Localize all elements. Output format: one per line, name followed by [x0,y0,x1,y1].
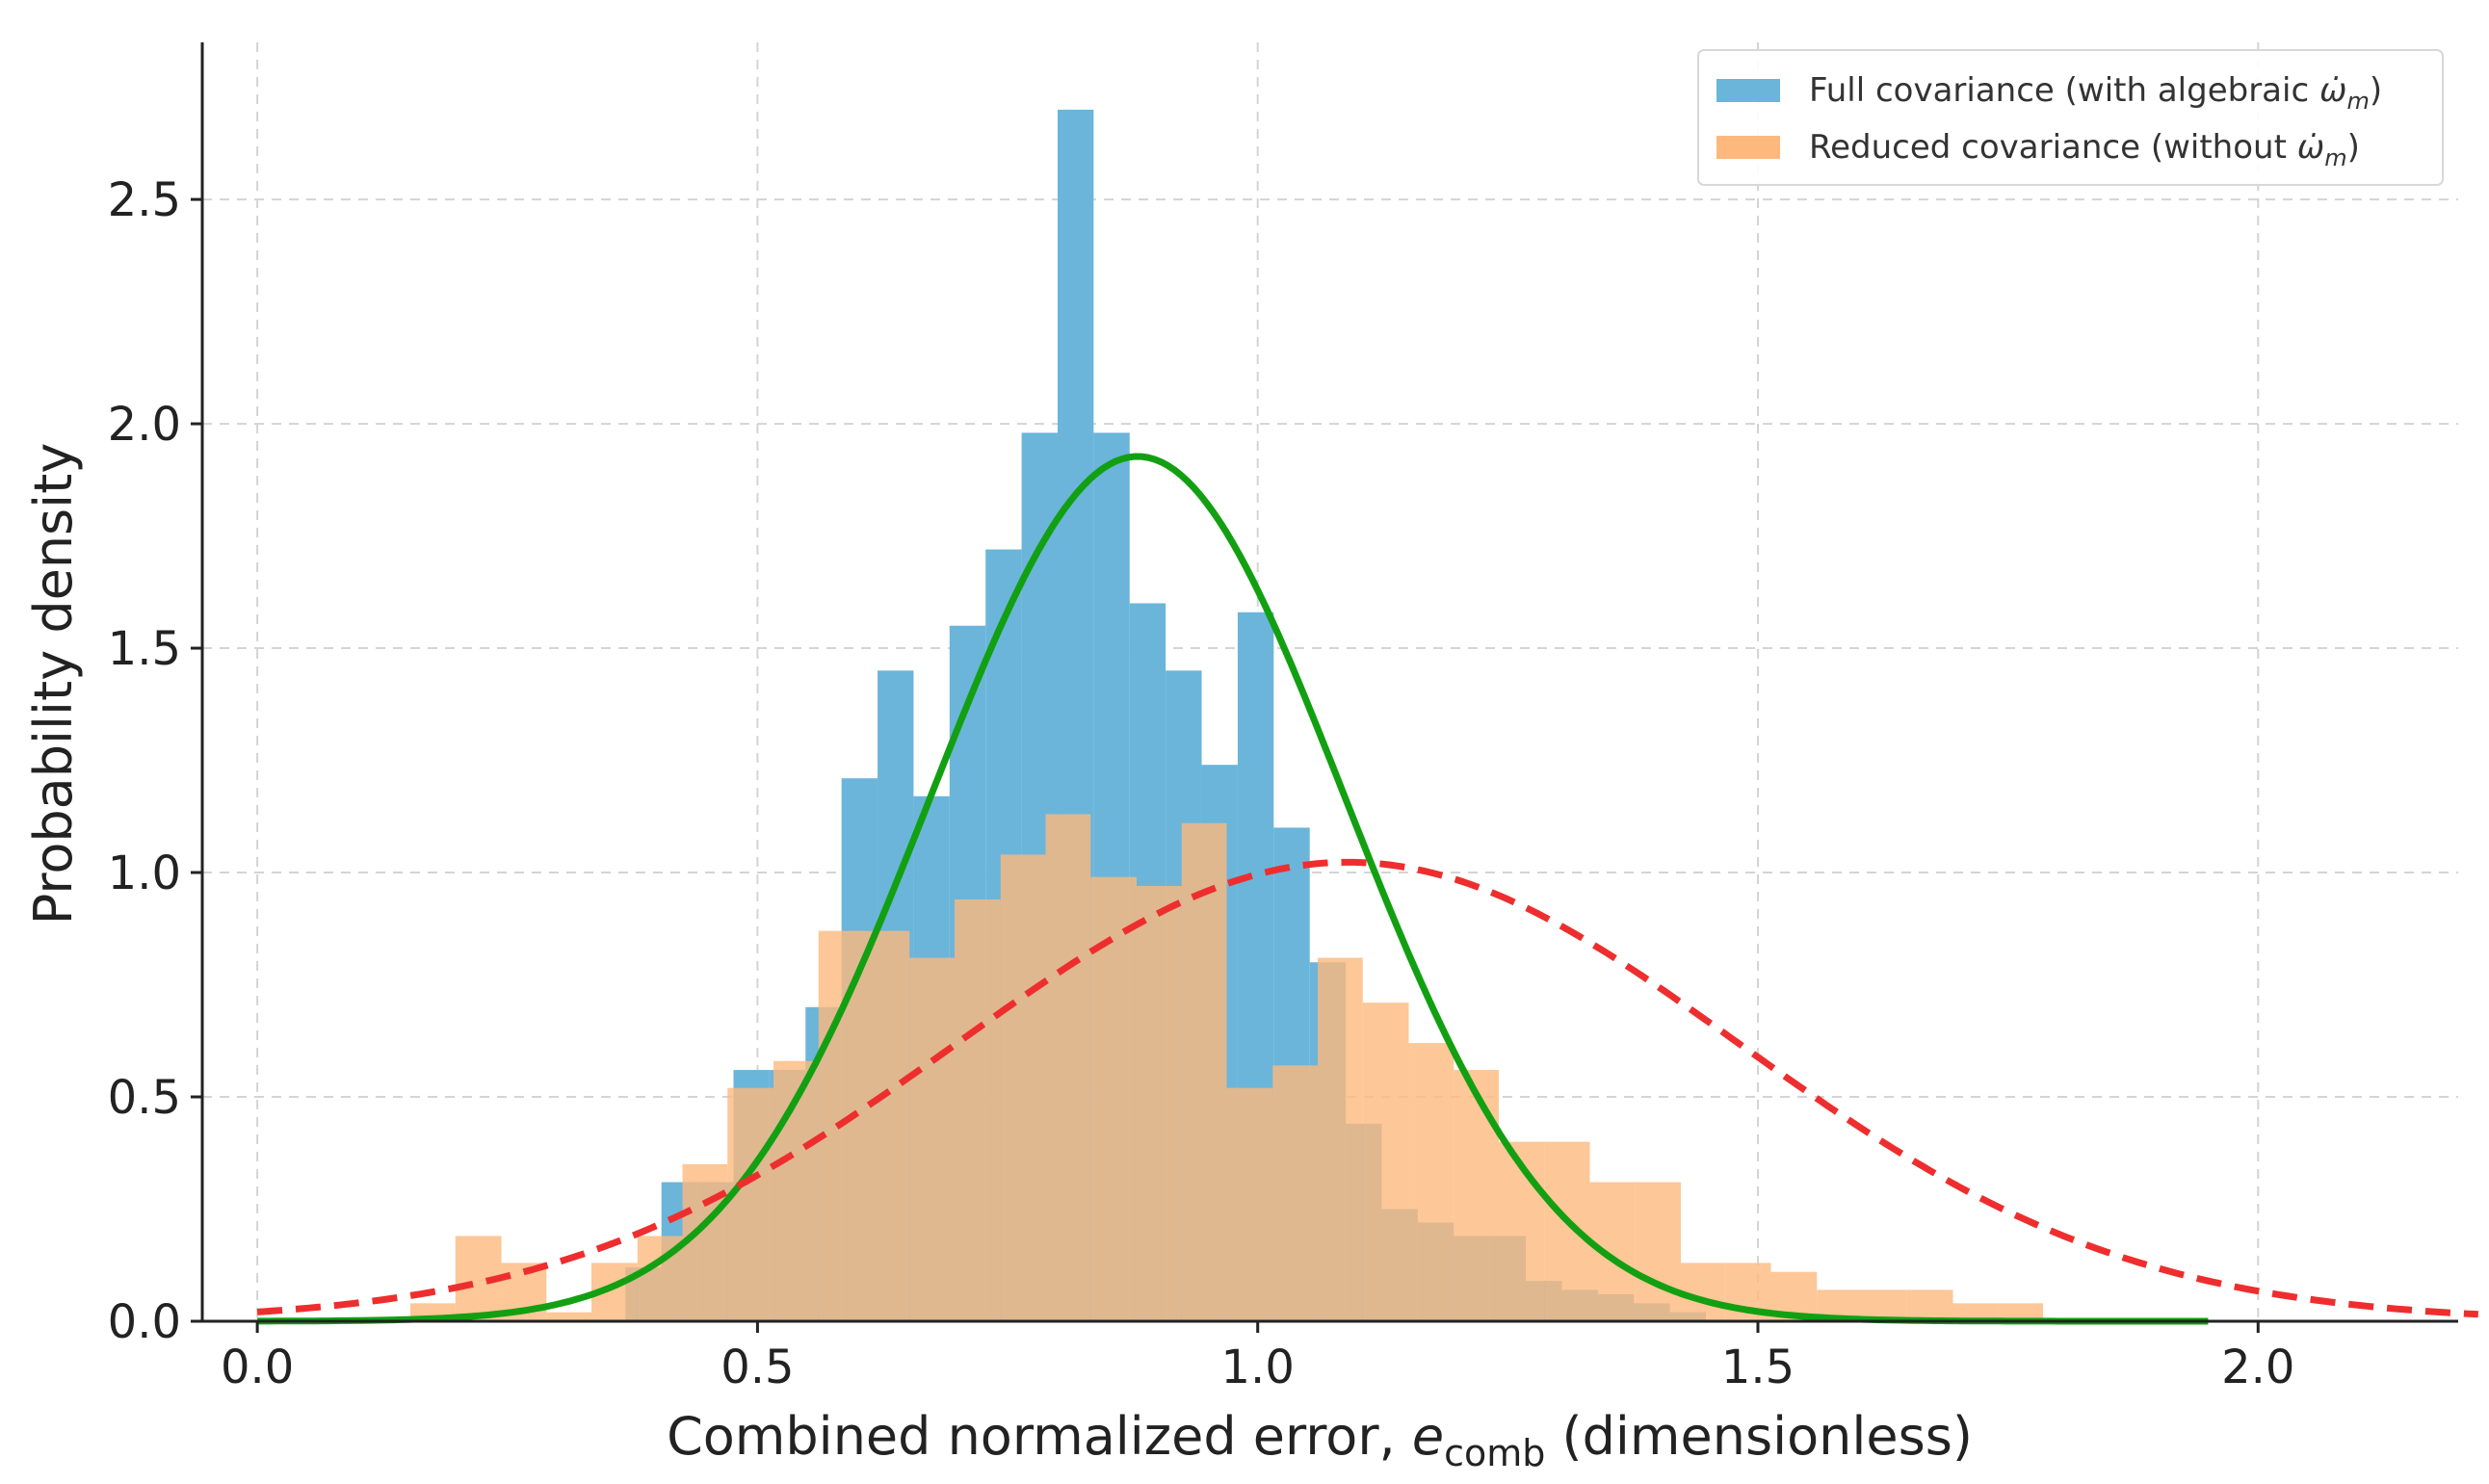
y-tick-label: 2.0 [108,398,181,452]
reduced-covariance-bar [909,957,956,1321]
axes [200,42,2458,1323]
legend-label-reduced: Reduced covariance (without ω̇m) [1809,128,2360,171]
reduced-covariance-bar [863,930,910,1321]
y-axis-title: Probability density [23,443,84,925]
reduced-covariance-bar [1408,1043,1454,1321]
x-tick-label: 0.0 [221,1341,294,1394]
reduced-covariance-bar [1090,876,1138,1321]
reduced-covariance-bar [1362,1002,1409,1321]
reduced-normal-fit-curve [256,858,2478,1318]
x-axis-ticks: 0.0 0.5 1.0 1.5 2.0 [221,1321,2294,1394]
y-tick-label: 0.0 [108,1295,181,1349]
reduced-covariance-bar [1000,854,1046,1321]
reduced-covariance-bar [1226,1087,1273,1321]
reduced-covariance-bar [1137,886,1182,1321]
reduced-covariance-bar [1589,1182,1636,1321]
legend-swatch-reduced [1716,136,1780,159]
legend-label-full: Full covariance (with algebraic ω̇m) [1809,71,2382,115]
reduced-covariance-bar [1862,1289,1907,1321]
y-tick-label: 2.5 [108,173,181,227]
reduced-covariance-bar [1181,822,1227,1321]
y-tick-label: 0.5 [108,1071,181,1125]
legend-swatch-full [1716,79,1780,102]
reduced-covariance-bar [727,1087,774,1321]
reduced-covariance-bar [1998,1303,2043,1321]
reduced-covariance-bar [1318,957,1363,1321]
x-tick-label: 0.5 [720,1341,794,1394]
reduced-covariance-bars [410,814,2043,1321]
y-tick-label: 1.0 [108,846,181,900]
reduced-covariance-bar [1272,1065,1319,1321]
y-tick-label: 1.5 [108,622,181,676]
x-tick-label: 1.5 [1721,1341,1795,1394]
legend: Full covariance (with algebraic ω̇m) Red… [1697,49,2444,186]
reduced-covariance-bar [1681,1263,1726,1321]
x-tick-label: 2.0 [2221,1341,2294,1394]
reduced-covariance-bar [1906,1289,1953,1321]
legend-frame [1697,49,2444,186]
reduced-covariance-bar [546,1312,592,1321]
y-axis-ticks: 0.0 0.5 1.0 1.5 2.0 2.5 [108,173,202,1349]
reduced-covariance-bar [1045,814,1091,1321]
reduced-covariance-bar [1635,1182,1682,1321]
reduced-covariance-bar [682,1163,728,1321]
x-tick-label: 1.0 [1221,1341,1295,1394]
reduced-covariance-bar [955,898,1001,1321]
reduced-covariance-bar [1454,1070,1500,1321]
x-axis-title: Combined normalized error, ecomb (dimens… [667,1406,1973,1474]
reduced-covariance-bar [1952,1303,1999,1321]
